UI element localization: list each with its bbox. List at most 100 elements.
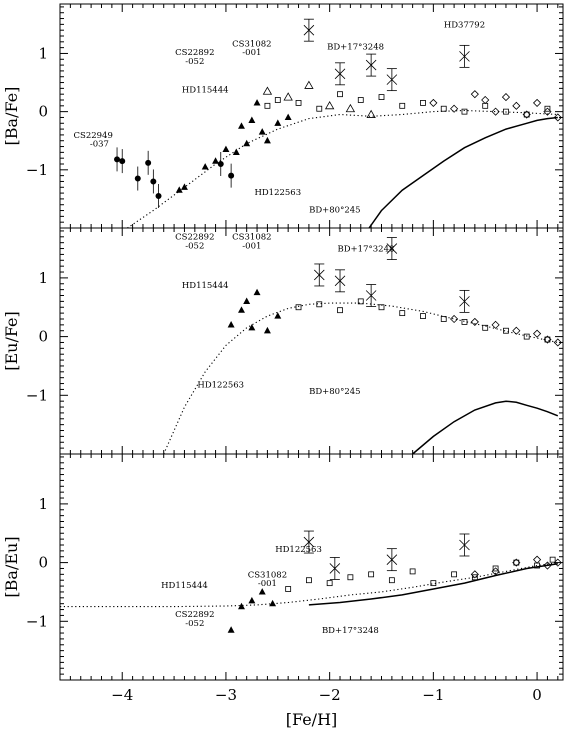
y-axis-label: [Ba/Eu] <box>2 536 21 597</box>
data-point <box>492 565 499 572</box>
model-curve-solid <box>368 116 558 229</box>
x-tick-label: −4 <box>111 686 133 704</box>
data-point <box>316 105 323 112</box>
data-point <box>512 101 521 110</box>
y-tick-label: 0 <box>38 554 48 572</box>
data-point <box>243 297 251 304</box>
x-tick-label: −1 <box>422 686 444 704</box>
data-point <box>503 327 509 334</box>
data-point <box>222 145 230 153</box>
star-annotation: BD+17°3248 <box>327 42 384 52</box>
data-point <box>482 324 489 331</box>
star-annotation: HD115444 <box>182 281 229 291</box>
star-annotation: BD+80°245 <box>309 205 360 215</box>
data-point <box>238 122 245 129</box>
data-point <box>324 101 335 110</box>
data-point <box>264 102 271 109</box>
data-point <box>283 92 293 101</box>
data-point <box>258 588 266 595</box>
data-point <box>258 128 266 135</box>
data-point <box>523 111 530 118</box>
star-annotation: CS22892 <box>175 48 214 58</box>
data-point <box>420 100 426 106</box>
data-point <box>227 626 235 633</box>
data-point <box>303 24 315 36</box>
data-point <box>440 316 447 322</box>
data-point <box>491 107 500 116</box>
data-point <box>357 97 364 103</box>
data-point <box>347 574 354 581</box>
data-point <box>533 555 542 564</box>
data-point <box>134 175 141 182</box>
data-point <box>295 100 302 106</box>
y-axis-label: [Ba/Fe] <box>2 87 21 146</box>
data-point <box>284 113 292 121</box>
data-point <box>543 561 552 570</box>
model-curve-solid <box>412 400 559 455</box>
data-point <box>334 68 346 80</box>
data-point <box>145 159 152 166</box>
data-point <box>180 183 188 190</box>
data-point <box>337 91 343 98</box>
data-point <box>303 536 315 548</box>
data-point <box>451 571 458 578</box>
star-annotation: HD122563 <box>254 188 301 198</box>
data-point <box>553 338 562 347</box>
y-tick-label: 1 <box>38 495 48 513</box>
data-point <box>470 90 479 99</box>
star-annotation: HD37792 <box>444 20 485 30</box>
x-tick-label: 0 <box>532 686 542 704</box>
data-point <box>533 98 542 107</box>
star-annotation: BD+17°3248 <box>338 244 395 254</box>
data-point <box>285 586 292 592</box>
data-point <box>481 95 490 105</box>
data-point <box>326 580 333 587</box>
star-annotation: -001 <box>242 242 261 252</box>
data-point <box>378 304 385 311</box>
panel-frame <box>59 453 564 681</box>
data-point <box>329 563 341 574</box>
data-point <box>399 102 406 109</box>
data-point <box>471 574 478 581</box>
data-point <box>365 59 377 71</box>
star-annotation: -052 <box>185 619 204 629</box>
star-annotation: CS22892 <box>175 610 214 620</box>
star-annotation: -052 <box>185 242 204 252</box>
data-point <box>274 97 281 103</box>
data-point <box>357 298 364 305</box>
data-point <box>386 554 398 565</box>
y-tick-label: 1 <box>38 44 48 62</box>
data-point <box>553 558 562 567</box>
y-tick-label: −1 <box>26 161 48 179</box>
data-point <box>313 269 325 281</box>
data-point <box>274 312 282 319</box>
star-annotation: CS22949 <box>74 131 113 141</box>
data-point <box>238 306 245 313</box>
data-point <box>263 326 271 334</box>
data-point <box>386 74 398 85</box>
data-point <box>544 105 551 112</box>
y-tick-label: −1 <box>26 386 48 404</box>
data-point <box>306 577 312 584</box>
data-point <box>461 319 468 325</box>
data-point <box>119 158 126 165</box>
y-tick-label: 0 <box>38 103 48 121</box>
data-point <box>461 108 468 115</box>
data-point <box>248 116 256 123</box>
data-point <box>470 570 479 579</box>
data-point <box>543 335 552 344</box>
data-point <box>228 172 235 179</box>
data-point <box>248 323 256 331</box>
data-point <box>513 559 520 566</box>
data-point <box>366 109 376 118</box>
data-point <box>175 186 183 193</box>
data-point <box>430 580 437 587</box>
data-point <box>399 310 406 317</box>
data-point <box>503 108 509 115</box>
data-point <box>253 288 261 296</box>
data-point <box>217 160 224 167</box>
data-point <box>491 567 500 576</box>
data-point <box>345 103 356 113</box>
data-point <box>227 321 235 328</box>
star-annotation: -001 <box>242 48 261 58</box>
